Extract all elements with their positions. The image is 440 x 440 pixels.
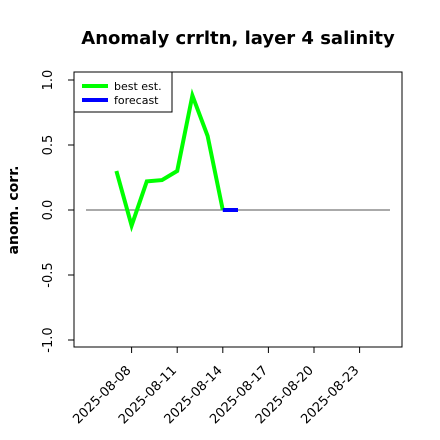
legend-box <box>73 71 173 113</box>
y-axis-label: anom. corr. <box>6 166 22 255</box>
y-tick-label: 0.5 <box>41 135 56 156</box>
legend-label: best est. <box>114 80 162 93</box>
legend-label: forecast <box>114 94 159 107</box>
chart-title: Anomaly crrltn, layer 4 salinity <box>81 28 395 49</box>
y-tick-label: -1.0 <box>41 327 56 352</box>
y-tick-label: -0.5 <box>41 262 56 287</box>
plot-area: -1.0-0.50.00.51.02025-08-082025-08-11202… <box>41 70 403 427</box>
y-tick-label: 0.0 <box>41 200 56 221</box>
y-tick-label: 1.0 <box>41 70 56 91</box>
series-line-0 <box>114 88 225 233</box>
